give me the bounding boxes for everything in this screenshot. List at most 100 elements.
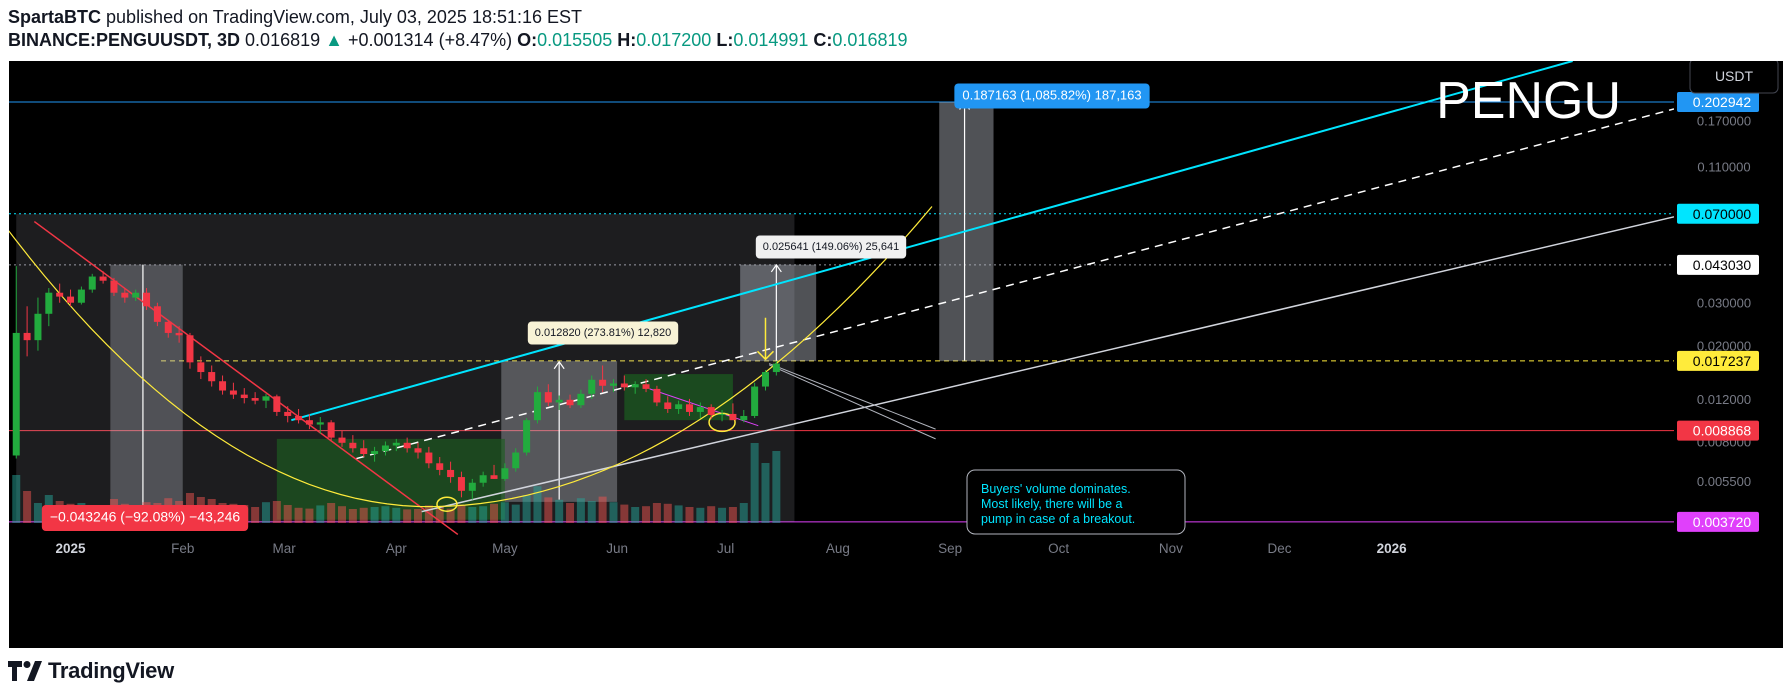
price-tag-0.043030 xyxy=(1677,254,1759,275)
candle-body xyxy=(305,420,313,425)
candle-body xyxy=(23,332,31,341)
price-tag-text: 0.070000 xyxy=(1693,206,1752,222)
volume-bar xyxy=(674,505,683,523)
last-price: 0.016819 xyxy=(245,30,321,50)
price-chart[interactable]: −0.043246 (−92.08%) −43,246 0.012820 (27… xyxy=(9,61,1783,648)
pump1-measure-text: 0.012820 (273.81%) 12,820 xyxy=(535,327,671,339)
flag-line xyxy=(649,388,759,427)
candle-body xyxy=(229,390,237,395)
volume-bar xyxy=(457,504,466,523)
time-tick-label: Oct xyxy=(1048,541,1069,556)
published-text: published on TradingView.com, July 03, 2… xyxy=(106,7,583,27)
ohlc-line: BINANCE:PENGUUSDT, 3D 0.016819 ▲ +0.0013… xyxy=(8,29,1784,52)
volume-bar xyxy=(663,503,672,523)
price-tick-label: 0.110000 xyxy=(1697,159,1750,174)
volume-bar xyxy=(272,501,281,523)
pump2-box xyxy=(740,264,817,362)
volume-bar xyxy=(316,505,325,523)
time-tick-label: Sep xyxy=(938,541,962,556)
callout-line-3: pump in case of a breakout. xyxy=(981,512,1135,526)
tradingview-logo-icon xyxy=(8,661,42,681)
symbol-label[interactable]: BINANCE:PENGUUSDT, 3D xyxy=(8,30,241,50)
candle-body xyxy=(34,313,42,341)
candle-body xyxy=(327,422,335,438)
candle-body xyxy=(186,335,194,363)
candle-body xyxy=(219,381,227,391)
volume-bar xyxy=(772,451,781,523)
time-tick-label: Apr xyxy=(386,541,408,556)
candle-body xyxy=(479,475,487,483)
volume-bar xyxy=(468,507,477,523)
author-name[interactable]: SpartaBTC xyxy=(8,7,102,27)
candle-body xyxy=(284,411,292,416)
candle-body xyxy=(642,384,650,389)
candle-body xyxy=(67,296,75,303)
volume-bar xyxy=(642,506,651,523)
channel-mid-line xyxy=(356,108,1675,460)
low-value: 0.014991 xyxy=(733,30,809,50)
change-value: +0.001314 (+8.47%) xyxy=(347,30,513,50)
volume-bar xyxy=(479,506,488,523)
volume-bar xyxy=(359,507,368,523)
candle-body xyxy=(414,448,422,453)
candle-body xyxy=(175,332,183,336)
price-tag-text: 0.202942 xyxy=(1693,94,1752,110)
volume-bar xyxy=(544,497,553,523)
volume-bar xyxy=(587,501,596,523)
channel-lower-line xyxy=(421,216,1675,513)
candle-body xyxy=(501,468,509,479)
candle-body xyxy=(566,399,574,406)
drop-measure-text: −0.043246 (−92.08%) −43,246 xyxy=(50,509,241,525)
price-tag-0.003720 xyxy=(1677,511,1759,532)
callout-box[interactable]: Buyers' volume dominates. Most likely, t… xyxy=(966,469,1186,535)
candle-body xyxy=(164,321,172,333)
volume-bar xyxy=(435,507,444,523)
tradingview-brand[interactable]: TradingView xyxy=(48,658,174,683)
volume-bar xyxy=(566,503,575,523)
candle-body xyxy=(99,276,107,281)
volume-bar xyxy=(739,503,748,523)
volume-bar xyxy=(631,507,640,523)
callout-line-2: Most likely, there will be a xyxy=(981,497,1123,511)
volume-bar xyxy=(424,505,433,523)
price-axis[interactable]: 0.2500000.1700000.1100000.0300000.020000… xyxy=(1674,61,1783,648)
price-tick-label: 0.020000 xyxy=(1697,338,1751,353)
high-value: 0.017200 xyxy=(636,30,712,50)
time-tick-label: 2025 xyxy=(56,541,87,556)
close-value: 0.016819 xyxy=(832,30,908,50)
open-label: O: xyxy=(517,30,538,50)
time-tick-label: Aug xyxy=(826,541,850,556)
candle-body xyxy=(707,407,715,415)
candle-body xyxy=(77,289,85,303)
callout-pointer-1 xyxy=(768,363,936,430)
candle-body xyxy=(349,442,357,449)
currency-button[interactable]: USDT xyxy=(1689,61,1779,94)
candle-body xyxy=(599,379,607,386)
volume-bar xyxy=(12,475,21,523)
volume-bar xyxy=(707,506,716,523)
candle-body xyxy=(45,292,53,314)
price-tag-text: 0.008868 xyxy=(1693,423,1752,439)
high-label: H: xyxy=(617,30,637,50)
accumulation-zone xyxy=(276,438,505,520)
low-label: L: xyxy=(716,30,734,50)
pump2-arrow-head xyxy=(770,263,782,273)
candle-body xyxy=(751,386,759,416)
volume-bar xyxy=(685,507,694,523)
candle-body xyxy=(609,383,617,386)
candle-body xyxy=(295,415,303,421)
symbol-watermark: PENGU xyxy=(1436,72,1621,130)
candle-body xyxy=(240,394,248,399)
candle-body xyxy=(371,451,379,455)
downtrend-line xyxy=(33,220,459,536)
candle-body xyxy=(403,442,411,449)
time-tick-label: Dec xyxy=(1267,541,1291,556)
pump1-measure-label: 0.012820 (273.81%) 12,820 xyxy=(527,321,679,345)
candle-body xyxy=(577,393,585,406)
time-axis[interactable]: 2025 Feb Mar Apr May Jun Jul Aug Sep Oct Nov Dec 202… xyxy=(9,541,1674,648)
candle-body xyxy=(675,404,683,410)
candle-body xyxy=(512,452,520,469)
candle-body xyxy=(56,292,64,297)
time-tick-label: Feb xyxy=(171,541,194,556)
candle-body xyxy=(338,437,346,443)
